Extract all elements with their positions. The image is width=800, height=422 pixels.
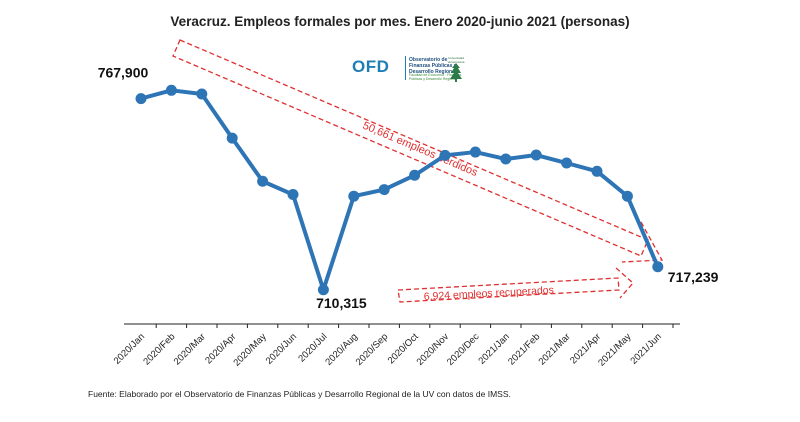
data-point xyxy=(591,165,603,177)
data-point xyxy=(135,93,147,105)
logo-acronym: OFD xyxy=(352,57,390,76)
x-tick-label: 2020/Sep xyxy=(354,331,391,368)
x-tick-label: 2020/Nov xyxy=(415,331,452,368)
x-tick-label: 2021/Feb xyxy=(506,331,542,367)
data-point xyxy=(530,149,542,161)
data-point xyxy=(196,88,208,100)
x-tick-label: 2020/Mar xyxy=(172,331,208,367)
x-tick-label: 2020/May xyxy=(231,331,268,368)
data-label: 767,900 xyxy=(98,65,149,81)
x-axis-ticks: 2020/Jan2020/Feb2020/Mar2020/Apr2020/May… xyxy=(112,324,674,369)
data-point xyxy=(378,184,390,196)
data-point xyxy=(165,84,177,96)
x-tick-label: 2020/Aug xyxy=(323,331,360,368)
lost-jobs-arrow-head xyxy=(621,221,664,263)
logo-tagline: Facultad de Economía · Finanzas Públicas… xyxy=(409,73,462,81)
logo-divider xyxy=(405,56,406,80)
logo-name: Observatorio de Finanzas Públicas y Desa… xyxy=(409,57,457,75)
data-point xyxy=(439,149,451,161)
source-note: Fuente: Elaborado por el Observatorio de… xyxy=(88,389,511,399)
data-point xyxy=(621,190,633,202)
data-labels: 767,900 710,315 717,239 xyxy=(98,65,719,311)
recovered-jobs-arrow-body xyxy=(397,277,620,303)
data-point xyxy=(348,190,360,202)
data-label: 717,239 xyxy=(668,269,719,285)
ofd-logo: OFD Observatorio de Finanzas Públicas y … xyxy=(352,53,477,85)
uv-emblem-icon: Universidad Veracruzana xyxy=(442,56,470,82)
x-tick-label: 2021/May xyxy=(596,331,633,368)
data-label: 710,315 xyxy=(316,295,367,311)
data-point xyxy=(226,132,238,144)
data-point xyxy=(469,146,481,158)
logo-emblem-label: Universidad Veracruzana xyxy=(447,56,465,64)
recovered-jobs-label: 6,924 empleos recuperados xyxy=(424,284,555,303)
recovered-jobs-arrow-head xyxy=(615,267,634,299)
data-point xyxy=(409,169,421,181)
chart-title: Veracruz. Empleos formales por mes. Ener… xyxy=(170,14,630,29)
x-tick-label: 2021/Mar xyxy=(537,331,573,367)
series-employment xyxy=(135,84,664,296)
x-tick-label: 2020/Feb xyxy=(141,331,177,367)
data-point xyxy=(257,175,269,187)
data-point xyxy=(287,189,299,201)
x-tick-label: 2020/Dec xyxy=(445,331,482,368)
data-point xyxy=(317,284,329,296)
series-line xyxy=(140,88,660,292)
lost-jobs-arrow-body xyxy=(172,39,649,257)
data-point xyxy=(652,261,664,273)
data-point xyxy=(500,153,512,165)
x-tick-label: 2021/Jun xyxy=(628,331,663,366)
data-point xyxy=(561,157,573,169)
x-tick-label: 2020/Jun xyxy=(264,331,299,366)
